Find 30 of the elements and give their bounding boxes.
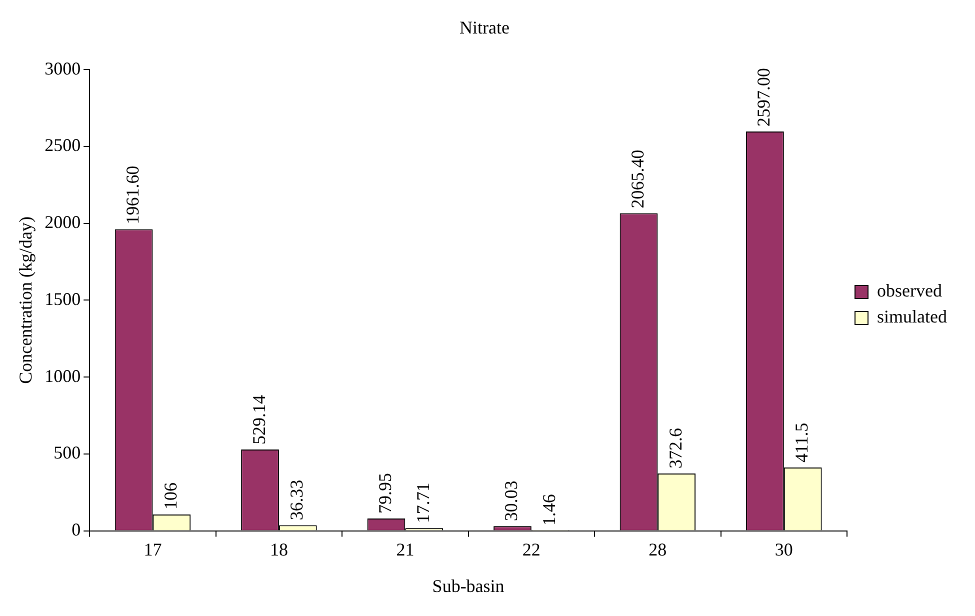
x-tick-label: 18 — [270, 539, 288, 560]
data-label: 2597.00 — [754, 68, 774, 127]
data-label: 36.33 — [286, 480, 307, 520]
data-label: 30.03 — [501, 480, 522, 522]
data-label: 79.95 — [374, 473, 395, 514]
y-tick-label: 1000 — [44, 366, 81, 386]
x-axis-title: Sub-basin — [432, 576, 504, 596]
x-tick-label: 28 — [648, 539, 667, 560]
legend-label: simulated — [877, 306, 948, 327]
data-label: 106 — [160, 482, 180, 510]
data-label: 17.71 — [412, 482, 433, 524]
data-label: 1.46 — [539, 494, 560, 526]
x-tick-label: 22 — [522, 539, 540, 560]
data-label: 529.14 — [248, 394, 269, 444]
x-tick-label: 21 — [396, 539, 414, 560]
x-tick-label: 30 — [774, 539, 793, 560]
x-tick-label: 17 — [144, 539, 162, 560]
y-tick-label: 500 — [54, 442, 81, 463]
data-label: 1961.60 — [122, 166, 143, 224]
y-tick-label: 1500 — [44, 288, 81, 309]
y-tick-label: 2500 — [44, 135, 81, 156]
data-label: 2065.40 — [627, 150, 648, 208]
data-label: 411.5 — [792, 422, 812, 463]
y-tick-label: 2000 — [44, 212, 81, 232]
y-tick-label: 3000 — [44, 58, 81, 78]
y-axis-title: Concentration (kg/day) — [16, 216, 36, 384]
chart-title: Nitrate — [460, 18, 510, 38]
data-label: 372.6 — [665, 428, 686, 469]
legend-label: observed — [877, 280, 942, 301]
y-tick-label: 0 — [72, 520, 81, 540]
